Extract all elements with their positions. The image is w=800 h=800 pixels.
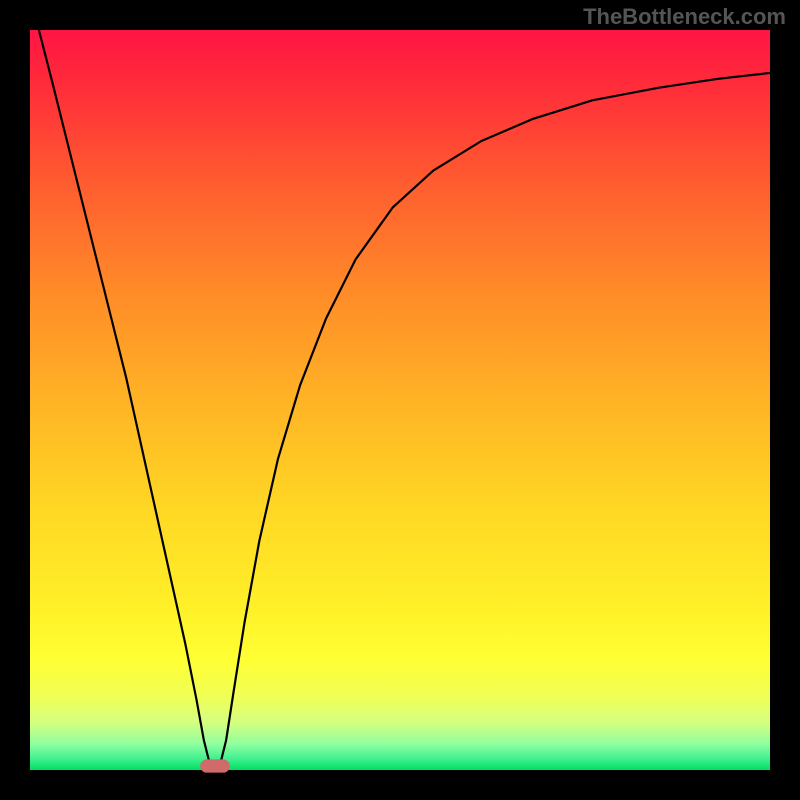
chart-container: TheBottleneck.com — [0, 0, 800, 800]
chart-background — [30, 30, 770, 770]
bottleneck-chart — [0, 0, 800, 800]
optimal-point-marker — [200, 759, 230, 772]
